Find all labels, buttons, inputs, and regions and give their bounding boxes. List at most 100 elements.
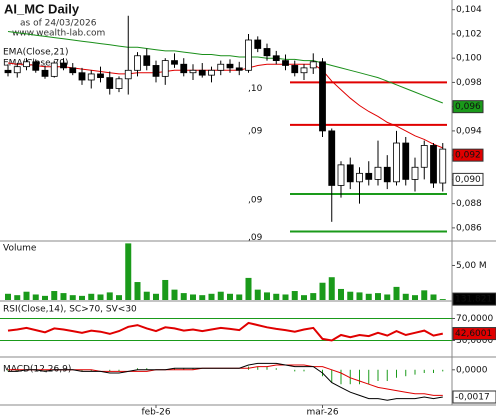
candle-body — [217, 63, 225, 71]
volume-bar — [199, 295, 206, 300]
y-tick-label: 0,102 — [456, 29, 482, 39]
candle-body — [383, 166, 391, 183]
candle-body — [161, 60, 169, 77]
volume-bar — [134, 282, 141, 300]
volume-bar — [328, 277, 335, 300]
candle-body — [143, 55, 151, 66]
volume-bar — [14, 295, 21, 300]
candle-body — [430, 145, 437, 184]
level-label: ,09 — [248, 195, 263, 205]
candle-body — [50, 62, 58, 77]
candle-body — [346, 164, 354, 183]
level-label: ,09 — [248, 126, 263, 136]
price-box — [452, 148, 484, 162]
candle-body — [319, 61, 326, 132]
volume-bar — [190, 294, 196, 300]
price-box — [452, 172, 484, 186]
volume-bar — [97, 294, 104, 300]
candle-body — [356, 172, 363, 183]
y-tick-label: 0,104 — [456, 5, 482, 15]
candle-body — [152, 65, 160, 77]
candle-body — [208, 69, 215, 76]
candle-body — [106, 77, 114, 89]
volume-bar — [143, 291, 150, 300]
candle-body — [171, 60, 178, 65]
volume-bar — [375, 293, 381, 300]
y-tick-label: 5,00 M — [456, 261, 487, 271]
price-label: 0,090 — [455, 175, 481, 185]
volume-bar — [180, 293, 187, 300]
pane-title: RSI(Close,14), SC>70, SV<30 — [3, 305, 137, 315]
candle-body — [439, 148, 447, 184]
y-tick-label: 0,0000 — [456, 365, 488, 375]
candle-body — [134, 55, 141, 71]
candle-body — [254, 39, 262, 49]
macd-line — [8, 362, 443, 401]
candle-body — [124, 69, 132, 80]
price-label: 0,092 — [455, 151, 481, 161]
y-tick-label: 0,088 — [456, 199, 482, 209]
volume-bar — [338, 288, 344, 300]
candle-body — [300, 67, 308, 74]
volume-bar — [106, 292, 113, 300]
volume-bar — [5, 293, 11, 300]
candle-body — [97, 73, 104, 78]
volume-bar — [254, 289, 261, 300]
candle-body — [291, 65, 299, 74]
candle-body — [32, 61, 40, 71]
level-label: ,09 — [248, 233, 263, 243]
volume-bar — [171, 289, 178, 300]
volume-bar — [60, 293, 67, 300]
y-tick-label: 0,100 — [456, 54, 482, 64]
candle-body — [328, 130, 336, 186]
volume-bar — [236, 294, 243, 300]
volume-bar — [217, 291, 224, 300]
candle-body — [23, 61, 30, 68]
volume-bar — [439, 299, 446, 300]
volume-bar — [310, 293, 317, 300]
volume-bar — [393, 286, 400, 300]
value-box — [452, 292, 496, 306]
volume-bar — [430, 294, 437, 300]
volume-bar — [88, 293, 95, 300]
volume-bar — [42, 295, 48, 300]
candle-body — [180, 63, 188, 74]
level-label: ,10 — [248, 84, 263, 94]
candle-body — [198, 69, 206, 76]
volume-bar — [227, 293, 233, 300]
candle-body — [60, 62, 67, 69]
pane-title: Volume — [3, 244, 37, 254]
volume-bar — [23, 291, 30, 300]
volume-bar — [301, 295, 307, 300]
volume-bar — [291, 291, 298, 300]
legend-entry: EMA(Close,21) — [3, 48, 68, 58]
y-tick-label: 0,098 — [456, 78, 482, 88]
value-label: 131.821 — [455, 295, 492, 305]
volume-bar — [79, 295, 85, 300]
x-tick-label: feb-26 — [141, 408, 170, 418]
ema-line — [7, 62, 443, 149]
candle-body — [235, 67, 243, 71]
volume-bar — [51, 291, 58, 300]
candle-body — [411, 166, 419, 180]
volume-bar — [264, 292, 270, 300]
y-tick-label: 0,086 — [456, 223, 482, 233]
candle-body — [189, 69, 197, 74]
candle-body — [337, 164, 345, 186]
volume-bar — [347, 291, 354, 300]
candle-body — [263, 48, 271, 57]
candle-body — [78, 72, 86, 81]
chart-subtitle: as of 24/03/2026 — [20, 19, 97, 29]
candle-body — [13, 66, 21, 74]
candle-body — [69, 67, 77, 74]
rsi-line — [7, 321, 444, 342]
volume-bar — [365, 293, 372, 300]
ema-line — [7, 31, 443, 104]
candle-body — [374, 166, 382, 180]
volume-bar — [282, 294, 289, 300]
volume-bar — [384, 294, 391, 300]
candle-body — [282, 60, 289, 66]
volume-bar — [273, 293, 280, 300]
volume-bar — [421, 290, 428, 300]
